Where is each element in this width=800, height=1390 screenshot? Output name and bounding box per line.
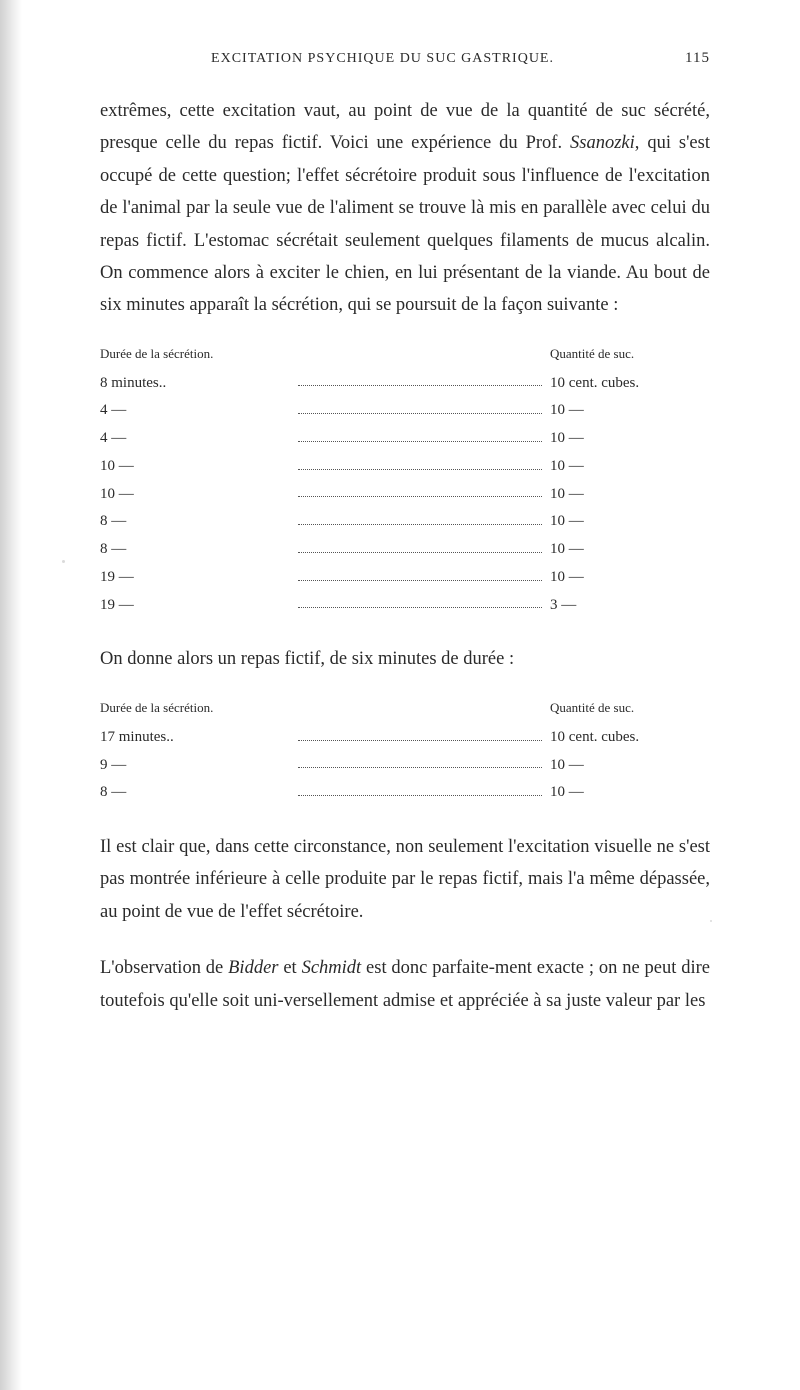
table-row: 8 — 10 — [100,536,710,564]
table-row: 8 minutes.. 10 cent. cubes. [100,370,710,398]
table-cell-right: 10 cent. cubes. [550,370,710,398]
table-cell-right: 10 — [550,536,710,564]
table-cell-right: 10 — [550,564,710,592]
paragraph-1: extrêmes, cette excitation vaut, au poin… [100,95,710,322]
p1-italic: Ssanozki [570,133,635,153]
table-leader-dots [298,795,542,796]
table-cell-left: 9 — [100,752,290,780]
table-2-rows: 17 minutes.. 10 cent. cubes. 9 — 10 — 8 — 10 … [100,724,710,807]
table-row: 17 minutes.. 10 cent. cubes. [100,724,710,752]
table-leader-dots [298,469,542,470]
p1-suffix: , qui s'est occupé de cette question; l'… [100,133,710,315]
table-row: 10 — 10 — [100,481,710,509]
table-1-rows: 8 minutes..10 cent. cubes.4 —10 —4 —10 —… [100,370,710,620]
noise-speck [710,920,712,922]
table-leader-dots [298,413,542,414]
p4-mid: et [278,958,301,978]
table-cell-right: 10 — [550,397,710,425]
table-1-header-left: Durée de la sécrétion. [100,346,290,362]
table-leader-dots [298,524,542,525]
paragraph-4: L'observation de Bidder et Schmidt est d… [100,952,710,1017]
table-cell-left: 8 — [100,779,290,807]
table-row: 8 — 10 — [100,779,710,807]
table-row: 9 — 10 — [100,752,710,780]
table-cell-right: 10 — [550,779,710,807]
table-cell-left: 19 — [100,564,290,592]
table-leader-dots [298,740,542,741]
table-cell-left: 8 — [100,508,290,536]
table-leader-dots [298,496,542,497]
table-row: 19 — 3 — [100,592,710,620]
table-cell-left: 4 — [100,425,290,453]
table-2: Durée de la sécrétion. Quantité de suc. … [100,700,710,807]
table-cell-left: 19 — [100,592,290,620]
table-row: 4 — 10 — [100,397,710,425]
page-number: 115 [685,50,710,67]
table-1-header: Durée de la sécrétion. Quantité de suc. [100,346,710,362]
table-row: 19 — 10 — [100,564,710,592]
table-row: 4 — 10 — [100,425,710,453]
table-leader-dots [298,441,542,442]
table-cell-right: 10 — [550,481,710,509]
table-cell-left: 17 minutes.. [100,724,290,752]
table-cell-right: 10 — [550,453,710,481]
table-cell-right: 10 — [550,508,710,536]
table-2-header-spacer [290,700,550,716]
table-cell-right: 10 — [550,425,710,453]
table-leader-dots [298,580,542,581]
table-2-header-left: Durée de la sécrétion. [100,700,290,716]
header-title: EXCITATION PSYCHIQUE DU SUC GASTRIQUE. [100,51,665,67]
page-content: EXCITATION PSYCHIQUE DU SUC GASTRIQUE. 1… [0,0,800,1091]
table-cell-right: 10 — [550,752,710,780]
p4-italic2: Schmidt [302,958,362,978]
table-leader-dots [298,385,542,386]
table-row: 10 — 10 — [100,453,710,481]
noise-speck [62,560,65,563]
paragraph-2: On donne alors un repas fictif, de six m… [100,643,710,675]
table-1-header-right: Quantité de suc. [550,346,710,362]
p4-prefix: L'observation de [100,958,228,978]
table-cell-left: 8 minutes.. [100,370,290,398]
table-cell-left: 4 — [100,397,290,425]
table-cell-right: 10 cent. cubes. [550,724,710,752]
table-2-header-right: Quantité de suc. [550,700,710,716]
table-2-header: Durée de la sécrétion. Quantité de suc. [100,700,710,716]
p4-italic1: Bidder [228,958,278,978]
table-leader-dots [298,552,542,553]
table-cell-left: 10 — [100,481,290,509]
table-cell-left: 10 — [100,453,290,481]
table-row: 8 — 10 — [100,508,710,536]
table-leader-dots [298,767,542,768]
paragraph-3: Il est clair que, dans cette circonstanc… [100,831,710,928]
table-cell-right: 3 — [550,592,710,620]
running-header: EXCITATION PSYCHIQUE DU SUC GASTRIQUE. 1… [100,50,710,67]
table-cell-left: 8 — [100,536,290,564]
table-1-header-spacer [290,346,550,362]
table-leader-dots [298,607,542,608]
table-1: Durée de la sécrétion. Quantité de suc. … [100,346,710,620]
